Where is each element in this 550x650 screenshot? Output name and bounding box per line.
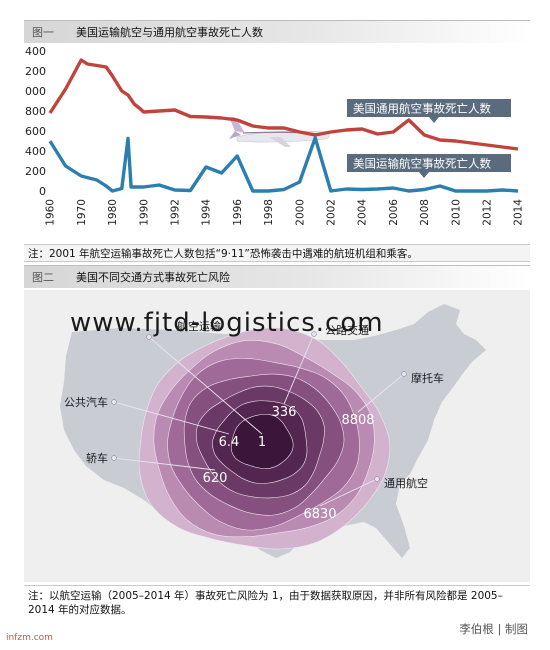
series-label: 美国通用航空事故死亡人数: [353, 102, 491, 116]
x-tick-label: 2014: [513, 199, 525, 226]
callout-dot: [401, 371, 407, 377]
callout-dot: [111, 455, 117, 461]
y-tick-label: 1400: [24, 45, 46, 58]
watermark-text: www.fjtd-logistics.com: [70, 308, 384, 338]
mode-label: 轿车: [86, 451, 108, 465]
figure1-header: 图一 美国运输航空与通用航空事故死亡人数: [24, 20, 530, 43]
source-logo: infzm.com: [6, 633, 53, 643]
mode-label: 摩托车: [411, 371, 444, 385]
y-tick-label: 200: [25, 165, 46, 178]
x-tick-label: 2008: [419, 199, 431, 226]
x-tick-label: 2006: [388, 199, 400, 226]
line-chart: 0 200 400 600 800 1000 1200 1400 1960 1970 1980 199…: [18, 45, 525, 226]
x-tick-label: 1990: [138, 199, 150, 226]
y-tick-label: 600: [25, 125, 46, 138]
callout-dot: [374, 476, 380, 482]
figure1-title: 美国运输航空与通用航空事故死亡人数: [76, 26, 263, 39]
figure1-tag: 图一: [32, 26, 54, 39]
risk-value: 6830: [303, 507, 336, 522]
mode-label: 航空运输: [177, 319, 221, 333]
risk-value: 8808: [341, 413, 374, 428]
callout-line: [113, 401, 230, 435]
callout-dot: [311, 331, 317, 337]
figure2-chart: 航空运输 1 公共汽车 6.4 公路交通 336 轿车 620 通用航空 6830 摩托车 8808: [24, 290, 530, 582]
x-tick-label: 2004: [357, 199, 369, 226]
callout-line: [357, 373, 405, 413]
series-label-box: [347, 154, 511, 172]
credit-text: 李伯根 | 制图: [459, 622, 528, 636]
series-label-pointer: [419, 172, 429, 178]
y-tick-label: 800: [25, 105, 46, 118]
x-tick-label: 1992: [169, 199, 181, 226]
infographic: 图一 美国运输航空与通用航空事故死亡人数 0200400600800100012…: [18, 20, 530, 630]
x-tick-label: 2010: [450, 199, 462, 226]
x-tick-label: 2002: [325, 199, 337, 226]
risk-callouts: 航空运输 1 公共汽车 6.4 公路交通 336 轿车 620 通用航空 6830 摩托车 8808: [64, 319, 444, 522]
y-tick-label: 1000: [24, 85, 46, 98]
air-transport-line: [48, 136, 519, 193]
figure1-note: 注：2001 年航空运输事故死亡人数包括“9·11”恐怖袭击中遇难的航班机组和乘…: [24, 244, 530, 262]
x-tick-label: 1970: [76, 199, 88, 226]
x-tick-label: 1998: [263, 199, 275, 226]
x-tick-label: 2000: [294, 199, 306, 226]
x-tick-label: 1980: [107, 199, 119, 226]
series-label: 美国运输航空事故死亡人数: [353, 157, 491, 171]
risk-value: 620: [203, 471, 228, 486]
callout-dot: [111, 399, 117, 405]
y-tick-label: 1200: [24, 65, 46, 78]
mode-label: 通用航空: [384, 476, 428, 490]
risk-value: 6.4: [219, 435, 240, 450]
callout-line: [319, 478, 378, 507]
risk-rings: [138, 327, 391, 550]
mode-label: 公路交通: [325, 323, 369, 337]
callout-line: [148, 336, 263, 435]
x-tick-label: 1994: [201, 199, 213, 226]
callout-line: [113, 457, 216, 471]
callout-line: [283, 333, 315, 405]
series-label-pointer: [429, 117, 439, 123]
mode-label: 公共汽车: [64, 395, 108, 409]
series-label-box: [347, 99, 511, 117]
x-tick-label: 2012: [481, 199, 493, 226]
figure2-title: 美国不同交通方式事故死亡风险: [76, 271, 230, 284]
risk-value: 1: [258, 435, 266, 450]
figure2-header: 图二 美国不同交通方式事故死亡风险: [24, 265, 530, 288]
figure1-chart: 0 200 400 600 800 1000 1200 1400 1960 1970 1980 199…: [18, 43, 530, 239]
risk-value: 336: [272, 405, 297, 420]
risk-ring: [230, 413, 294, 470]
risk-diagram: 航空运输 1 公共汽车 6.4 公路交通 336 轿车 620 通用航空 6830 摩托车 8808: [60, 304, 486, 558]
x-tick-label: 1960: [45, 199, 57, 226]
figure2-tag: 图二: [32, 271, 54, 284]
general-aviation-line: [48, 58, 519, 151]
figure2-note: 注：以航空运输（2005–2014 年）事故死亡风险为 1，由于数据获取原因，并…: [24, 585, 530, 621]
callout-dot: [146, 334, 152, 340]
y-tick-label: 400: [25, 145, 46, 158]
y-tick-label: 0: [39, 185, 46, 198]
x-tick-label: 1996: [232, 199, 244, 226]
